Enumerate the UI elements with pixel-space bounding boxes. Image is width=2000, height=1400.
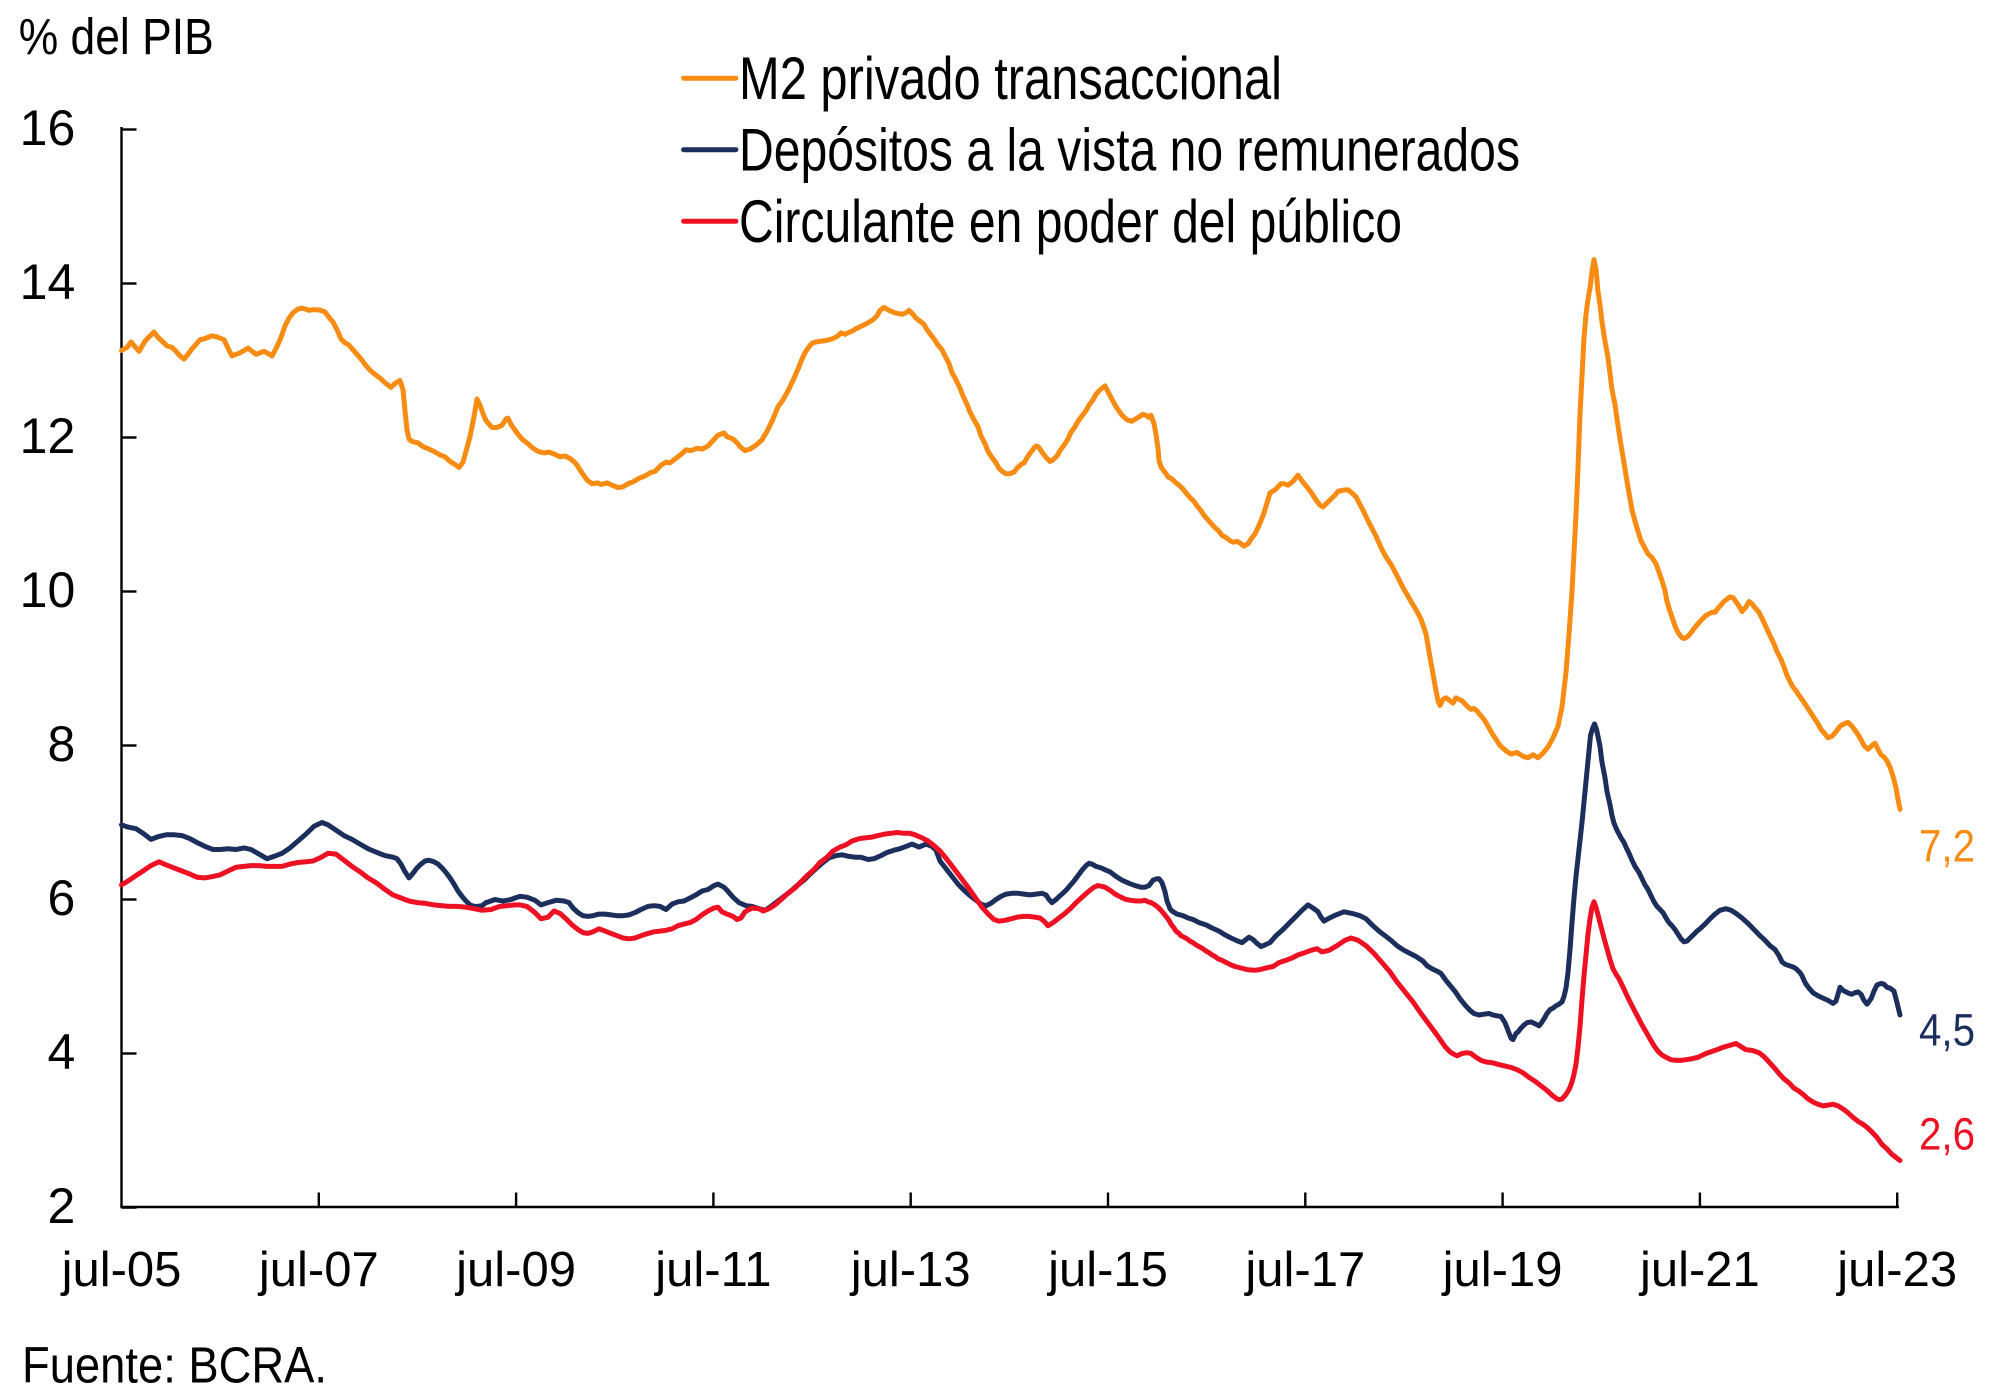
svg-text:jul-19: jul-19 — [1441, 1243, 1563, 1297]
svg-text:Depósitos a la vista no remune: Depósitos a la vista no remunerados — [739, 116, 1520, 183]
svg-text:10: 10 — [20, 562, 76, 618]
svg-text:4: 4 — [47, 1024, 75, 1080]
svg-text:4,5: 4,5 — [1919, 1005, 1975, 1056]
svg-text:M2 privado transaccional: M2 privado transaccional — [739, 45, 1282, 112]
svg-text:jul-17: jul-17 — [1243, 1243, 1365, 1297]
svg-text:jul-15: jul-15 — [1046, 1243, 1168, 1297]
svg-text:Circulante en poder del públic: Circulante en poder del público — [739, 188, 1402, 255]
svg-text:2,6: 2,6 — [1919, 1109, 1975, 1160]
svg-text:% del PIB: % del PIB — [19, 8, 214, 65]
svg-text:jul-05: jul-05 — [60, 1243, 182, 1297]
svg-text:8: 8 — [47, 716, 75, 772]
svg-text:jul-13: jul-13 — [849, 1243, 971, 1297]
svg-text:jul-07: jul-07 — [257, 1243, 379, 1297]
svg-text:2: 2 — [47, 1178, 75, 1234]
svg-text:Fuente: BCRA.: Fuente: BCRA. — [22, 1337, 327, 1394]
svg-text:7,2: 7,2 — [1919, 821, 1975, 872]
svg-text:14: 14 — [20, 254, 76, 310]
svg-text:jul-21: jul-21 — [1638, 1243, 1760, 1297]
svg-text:16: 16 — [20, 100, 76, 156]
svg-text:jul-11: jul-11 — [653, 1243, 771, 1297]
svg-text:12: 12 — [20, 408, 76, 464]
svg-text:6: 6 — [47, 870, 75, 926]
svg-text:jul-23: jul-23 — [1835, 1243, 1957, 1297]
svg-text:jul-09: jul-09 — [454, 1243, 576, 1297]
